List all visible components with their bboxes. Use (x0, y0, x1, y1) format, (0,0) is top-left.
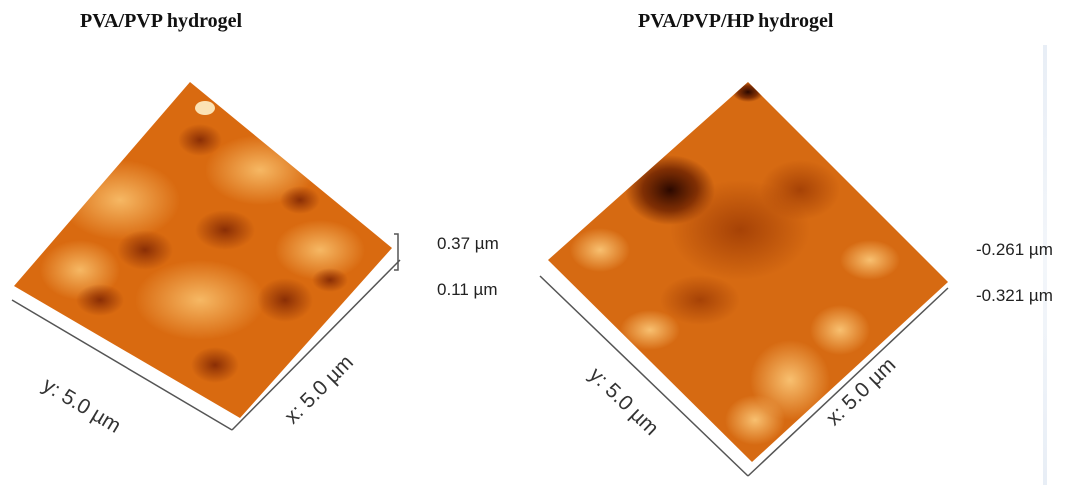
surface-texture-right (570, 82, 900, 445)
x-axis-line (747, 287, 949, 477)
scale-min-label: -0.321 µm (976, 286, 1053, 305)
panel-title: PVA/PVP/HP hydrogel (638, 10, 834, 32)
y-axis-line (11, 299, 233, 431)
afm-panel-pva-pvp-hp: PVA/PVP/HP hydrogel (539, 0, 1080, 486)
x-axis-line (231, 259, 401, 431)
colorbar-strip (1043, 45, 1047, 485)
scale-max-label: 0.37 µm (437, 234, 499, 253)
afm-panel-pva-pvp: PVA/PVP hydrogel (11, 10, 499, 438)
afm-surface-left (14, 82, 392, 418)
panel-title: PVA/PVP hydrogel (80, 10, 243, 32)
scale-min-label: 0.11 µm (437, 280, 498, 299)
afm-surface-plot-right (539, 82, 949, 477)
height-bracket (394, 233, 399, 271)
y-axis-line (539, 275, 749, 477)
afm-surface-plot-left (11, 82, 401, 431)
scale-max-label: -0.261 µm (976, 240, 1053, 259)
